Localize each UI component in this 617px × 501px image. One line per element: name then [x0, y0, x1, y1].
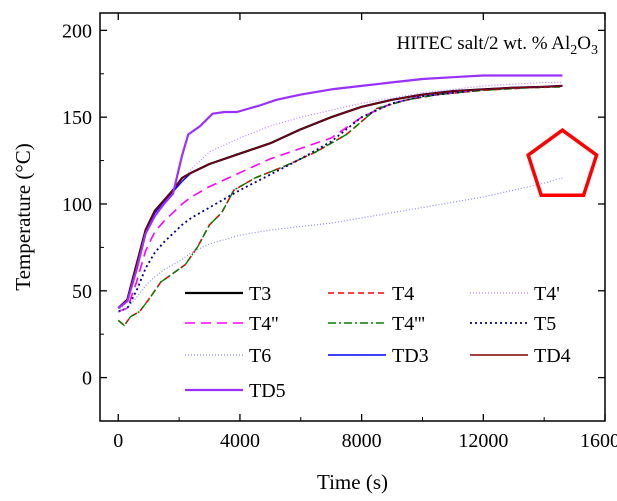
y-axis-label: Temperature (°C) — [11, 143, 35, 290]
x-tick-label: 8000 — [342, 430, 382, 452]
legend-label: TD4 — [534, 345, 571, 367]
series-line-t6 — [118, 177, 563, 313]
series-line-td4 — [117, 85, 563, 309]
y-tick-label: 0 — [82, 368, 92, 390]
legend-label: T4 — [392, 283, 414, 305]
y-tick-label: 50 — [72, 281, 92, 303]
y-tick-label: 200 — [62, 20, 92, 42]
legend-label: TD5 — [249, 380, 286, 402]
series-line-t4ppp — [117, 86, 563, 327]
y-tick-label: 150 — [62, 107, 92, 129]
series-line-t3 — [117, 84, 563, 309]
legend-label: T6 — [249, 345, 271, 367]
plot-frame — [99, 12, 606, 422]
legend-label: T4''' — [392, 313, 425, 335]
x-tick-label: 4000 — [220, 430, 260, 452]
annotation-part: 3 — [591, 43, 598, 58]
series-line-t5 — [117, 85, 563, 313]
y-tick-label: 100 — [62, 194, 92, 216]
x-axis-label: Time (s) — [317, 470, 388, 494]
annotation-part: HITEC salt/2 wt. % Al — [397, 33, 571, 54]
series-line-td3 — [117, 85, 563, 309]
series-line-t4pp — [118, 85, 563, 313]
annotation-part: 2 — [570, 43, 577, 58]
annotation-part: O — [577, 33, 591, 54]
legend-label: TD3 — [392, 345, 429, 367]
legend-label: T4' — [534, 283, 560, 305]
series-line-td5 — [117, 74, 563, 309]
legend-label: T5 — [534, 313, 556, 335]
legend-label: T3 — [249, 283, 271, 305]
legend-label: T4'' — [249, 313, 278, 335]
pentagon-marker — [526, 128, 599, 198]
annotation-text: HITEC salt/2 wt. % Al2O3 — [397, 33, 598, 58]
series-line-t4 — [117, 86, 563, 327]
series-line-t4p — [117, 81, 563, 312]
x-tick-label: 12000 — [458, 430, 508, 452]
x-tick-label: 0 — [113, 430, 123, 452]
